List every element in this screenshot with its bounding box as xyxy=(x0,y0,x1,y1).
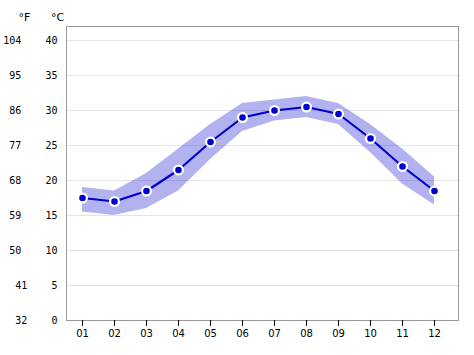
svg-text:59 15: 59 15 xyxy=(9,210,57,221)
svg-text:32 0: 32 0 xyxy=(15,315,57,326)
svg-text:95 35: 95 35 xyxy=(9,70,57,81)
svg-text:03: 03 xyxy=(140,328,153,339)
svg-text:104 40: 104 40 xyxy=(3,35,57,46)
svg-text:02: 02 xyxy=(108,328,121,339)
svg-text:06: 06 xyxy=(236,328,249,339)
svg-text:11: 11 xyxy=(396,328,409,339)
svg-text:68 20: 68 20 xyxy=(9,175,57,186)
svg-text:°F: °F xyxy=(19,11,31,24)
svg-text:07: 07 xyxy=(268,328,281,339)
svg-text:05: 05 xyxy=(204,328,217,339)
svg-text:12: 12 xyxy=(428,328,441,339)
svg-text:°C: °C xyxy=(51,11,65,24)
svg-text:01: 01 xyxy=(76,328,89,339)
svg-text:09: 09 xyxy=(332,328,345,339)
svg-text:50 10: 50 10 xyxy=(9,245,57,256)
svg-text:41 5: 41 5 xyxy=(15,280,57,291)
svg-text:04: 04 xyxy=(172,328,185,339)
svg-text:77 25: 77 25 xyxy=(9,140,57,151)
svg-text:10: 10 xyxy=(364,328,377,339)
svg-text:08: 08 xyxy=(300,328,313,339)
svg-text:86 30: 86 30 xyxy=(9,105,57,116)
